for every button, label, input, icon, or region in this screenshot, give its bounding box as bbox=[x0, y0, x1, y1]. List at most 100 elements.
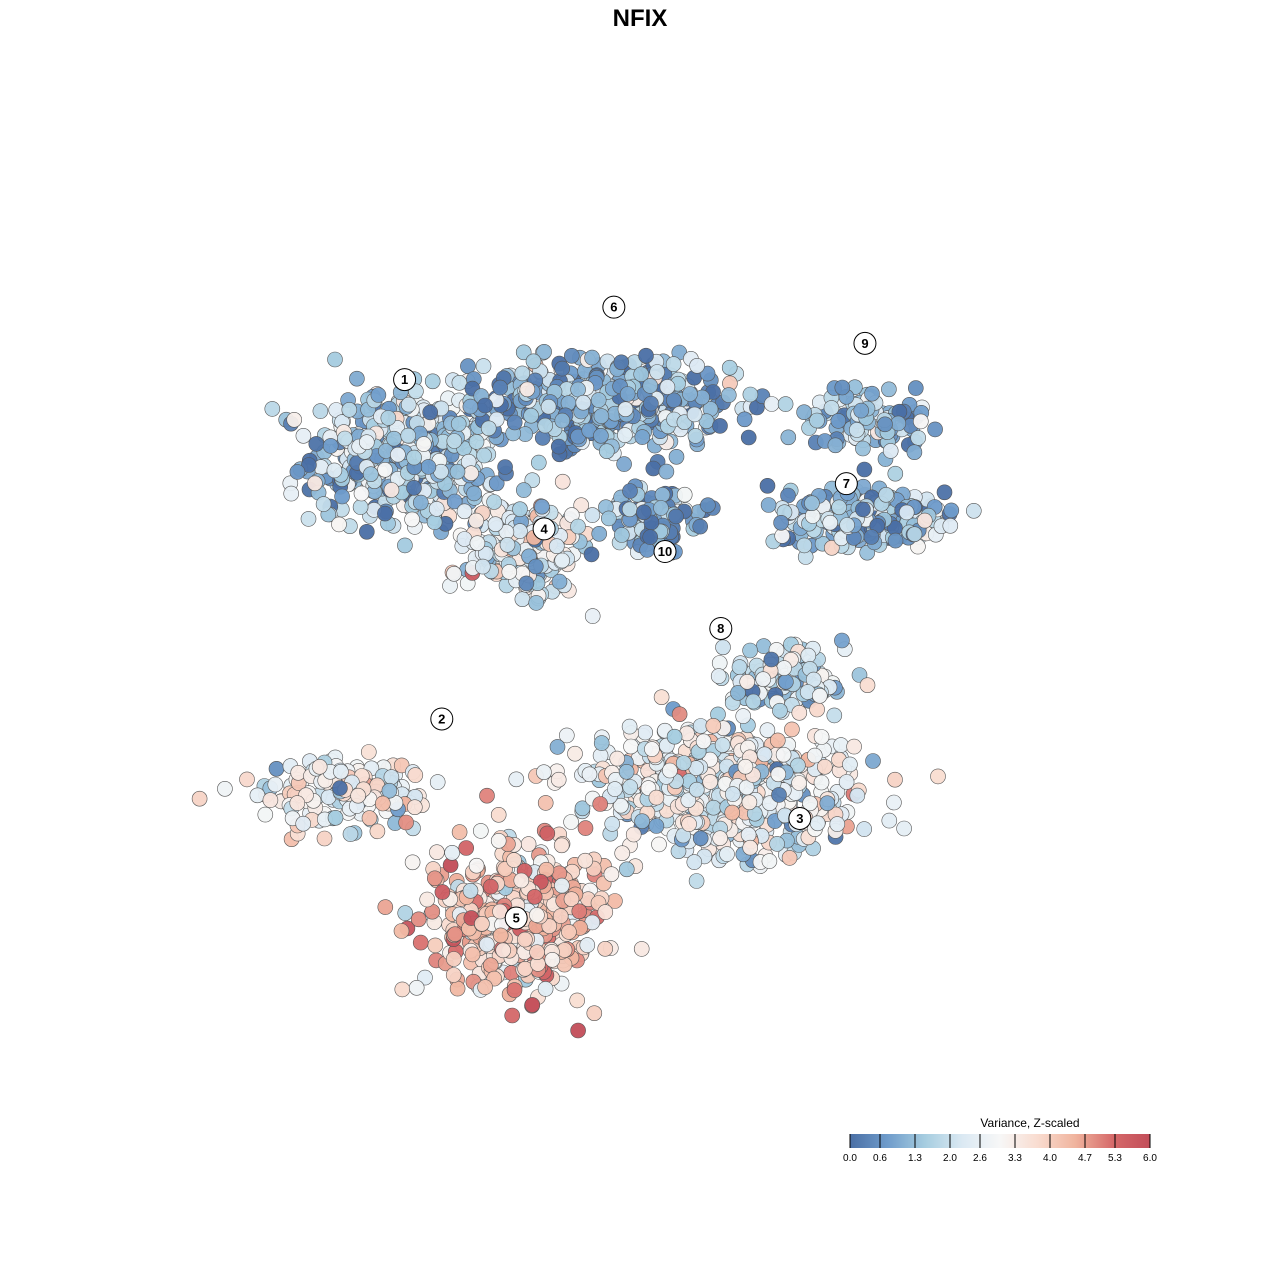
scatter-point-1987 bbox=[406, 799, 423, 816]
scatter-point-3268 bbox=[529, 907, 545, 923]
cluster-label-3: 3 bbox=[788, 807, 812, 830]
scatter-point-1744 bbox=[591, 525, 608, 542]
scatter-point-3253 bbox=[529, 944, 545, 961]
scatter-point-995 bbox=[763, 396, 780, 412]
scatter-point-924 bbox=[525, 353, 542, 370]
scatter-point-991 bbox=[462, 398, 479, 415]
cluster-label-marker bbox=[532, 517, 556, 541]
scatter-point-2954 bbox=[586, 1005, 603, 1022]
scatter-point-2052 bbox=[289, 795, 306, 811]
scatter-point-497 bbox=[370, 387, 387, 403]
scatter-point-2140 bbox=[886, 794, 902, 811]
scatter-point-1149 bbox=[855, 440, 871, 457]
scatter-point-2060 bbox=[327, 809, 344, 826]
scatter-point-1886 bbox=[809, 701, 825, 718]
legend-tick-label: 6.0 bbox=[1143, 1153, 1157, 1164]
scatter-point-2806 bbox=[449, 980, 466, 997]
scatter-point-2590 bbox=[759, 722, 776, 739]
scatter-point-1151 bbox=[834, 379, 851, 396]
legend-ticks: 0.0 0.6 1.3 2.0 2.6 3.3 4.0 4.7 5.3 6.0 bbox=[843, 1134, 1157, 1164]
scatter-point-1061 bbox=[780, 429, 797, 446]
scatter-point-506 bbox=[420, 459, 437, 475]
scatter-point-1382 bbox=[878, 486, 894, 503]
cluster-label-text: 5 bbox=[513, 911, 520, 926]
cluster-label-6: 6 bbox=[602, 295, 626, 319]
cluster-label-text: 8 bbox=[717, 621, 724, 636]
scatter-point-2688 bbox=[609, 750, 626, 767]
scatter-point-3172 bbox=[577, 820, 594, 836]
scatter-point-1630 bbox=[528, 595, 545, 611]
scatter-point-478 bbox=[400, 396, 417, 413]
scatter-point-1137 bbox=[823, 400, 840, 416]
scatter-point-2483 bbox=[705, 717, 722, 734]
scatter-point-515 bbox=[283, 485, 300, 502]
scatter-point-3139 bbox=[553, 837, 570, 854]
scatter-point-1411 bbox=[584, 507, 601, 523]
scatter-point-3214 bbox=[408, 979, 425, 996]
scatter-point-1989 bbox=[383, 769, 400, 785]
scatter-point-3261 bbox=[495, 942, 512, 959]
scatter-point-3233 bbox=[563, 891, 580, 908]
scatter-point-964 bbox=[477, 397, 493, 414]
scatter-point-1962 bbox=[239, 771, 255, 788]
scatter-point-1192 bbox=[856, 461, 873, 478]
scatter-point-1907 bbox=[739, 673, 756, 690]
scatter-point-435 bbox=[308, 436, 325, 452]
scatter-point-782 bbox=[476, 447, 492, 464]
scatter-point-1010 bbox=[634, 429, 651, 445]
scatter-point-1005 bbox=[736, 411, 753, 428]
scatter-point-909 bbox=[584, 349, 600, 366]
scatter-point-436 bbox=[301, 457, 317, 473]
scatter-point-3240 bbox=[517, 931, 533, 948]
scatter-point-2716 bbox=[688, 781, 705, 798]
scatter-point-998 bbox=[643, 395, 659, 412]
color-legend: Variance, Z-scaled 0.0 0.6 1.3 2.0 2.6 3.3 4.0… bbox=[843, 1116, 1157, 1164]
scatter-point-459 bbox=[422, 404, 439, 421]
legend-tick-label: 2.6 bbox=[973, 1153, 987, 1164]
scatter-point-379 bbox=[315, 496, 332, 512]
scatter-point-869 bbox=[451, 374, 468, 391]
scatter-point-3149 bbox=[444, 844, 460, 861]
legend-tick-label: 3.3 bbox=[1008, 1153, 1022, 1164]
scatter-point-2680 bbox=[742, 839, 759, 856]
scatter-point-1755 bbox=[621, 501, 638, 518]
scatter-point-1352 bbox=[916, 512, 933, 529]
cluster-label-8: 8 bbox=[709, 616, 733, 640]
scatter-point-1016 bbox=[593, 408, 610, 424]
scatter-point-914 bbox=[665, 356, 682, 372]
scatter-point-1017 bbox=[554, 360, 571, 377]
scatter-point-3258 bbox=[468, 857, 485, 874]
scatter-point-1459 bbox=[514, 591, 531, 608]
scatter-point-2079 bbox=[333, 763, 349, 780]
scatter-points bbox=[191, 343, 982, 1039]
scatter-point-1929 bbox=[191, 790, 208, 807]
cluster-label-marker bbox=[393, 368, 417, 392]
scatter-point-514 bbox=[349, 370, 365, 387]
scatter-point-1389 bbox=[822, 514, 839, 531]
legend-tick-label: 4.7 bbox=[1078, 1153, 1092, 1164]
scatter-point-2728 bbox=[770, 766, 787, 783]
scatter-point-411 bbox=[426, 514, 443, 530]
scatter-point-2059 bbox=[429, 774, 446, 790]
scatter-point-1871 bbox=[715, 639, 731, 656]
scatter-point-2120 bbox=[651, 836, 667, 853]
scatter-point-511 bbox=[358, 434, 375, 451]
scatter-point-387 bbox=[488, 475, 505, 492]
scatter-point-3264 bbox=[526, 888, 543, 905]
scatter-point-482 bbox=[428, 501, 445, 517]
scatter-point-2632 bbox=[930, 768, 946, 785]
scatter-point-3003 bbox=[451, 824, 468, 840]
cluster-label-text: 2 bbox=[438, 711, 445, 726]
scatter-point-2380 bbox=[550, 771, 567, 788]
scatter-point-2056 bbox=[257, 806, 274, 823]
scatter-point-518 bbox=[386, 430, 402, 447]
scatter-point-1655 bbox=[658, 463, 675, 480]
scatter-point-1032 bbox=[617, 401, 634, 418]
scatter-point-2727 bbox=[724, 786, 741, 802]
scatter-point-3239 bbox=[482, 878, 499, 895]
scatter-point-1128 bbox=[910, 430, 927, 446]
scatter-point-2438 bbox=[472, 823, 489, 839]
scatter-point-255 bbox=[264, 401, 281, 417]
scatter-point-2575 bbox=[856, 821, 873, 837]
scatter-point-1902 bbox=[778, 673, 794, 690]
